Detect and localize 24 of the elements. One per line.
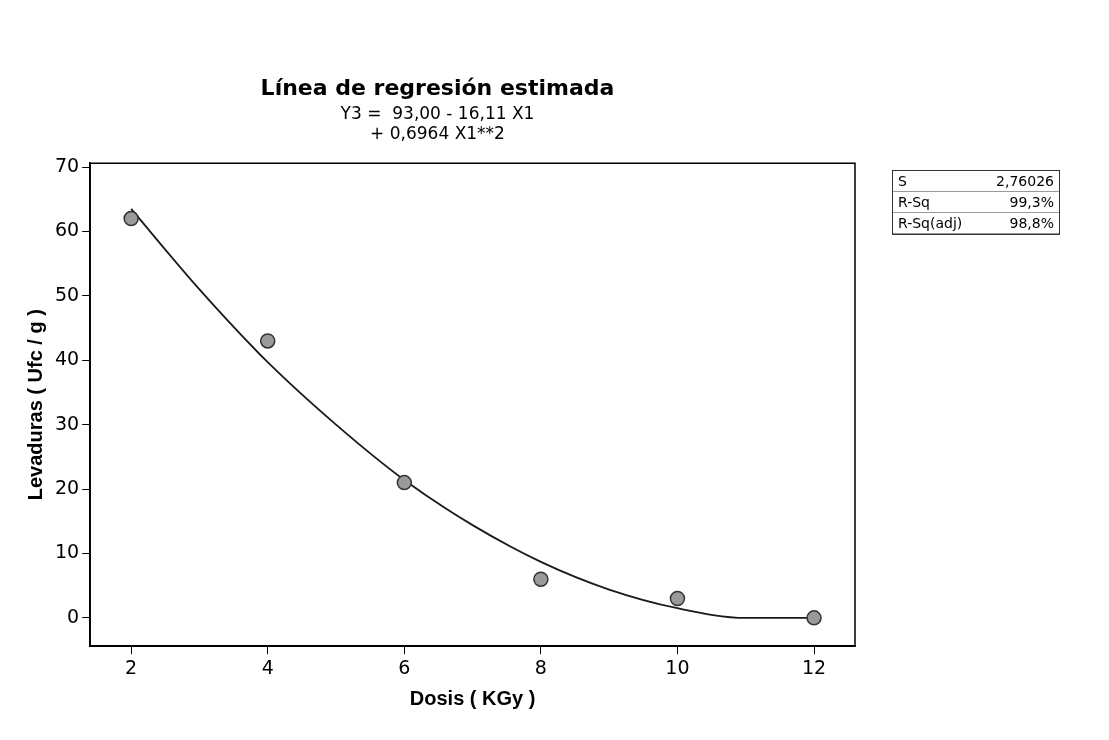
x-axis-title: Dosis ( KGy ) — [409, 686, 536, 709]
x-tick-label: 4 — [261, 655, 274, 678]
text: 2,76026 — [991, 171, 1059, 192]
y-tick-label: 60 — [54, 218, 80, 241]
x-tick-label: 8 — [534, 655, 547, 678]
text: 99,3% — [991, 192, 1059, 213]
text: 98,8% — [991, 213, 1059, 234]
y-tick-label: 0 — [67, 604, 80, 627]
text: S — [893, 171, 992, 192]
y-tick-label: 50 — [54, 282, 80, 305]
y-tick-label: 10 — [54, 540, 80, 563]
y-tick-label: 20 — [54, 476, 80, 498]
text: R-Sq — [893, 192, 992, 213]
chart-title: Línea de regresión estimada — [260, 74, 615, 100]
chart-subtitle: Y3 = 93,00 - 16,11 X1 + 0,6964 X1**2 — [339, 103, 535, 144]
y-tick-label: 70 — [54, 154, 80, 176]
x-tick-label: 6 — [398, 655, 411, 678]
x-tick-label: 10 — [665, 655, 690, 678]
y-tick-label: 40 — [54, 347, 80, 370]
x-tick-label: 12 — [801, 655, 827, 678]
text: R-Sq(adj) — [893, 213, 992, 234]
y-tick-label: 30 — [54, 411, 80, 434]
y-axis-title: Levaduras ( Ufc / g ) — [23, 309, 46, 501]
x-tick-label: 2 — [125, 655, 138, 678]
